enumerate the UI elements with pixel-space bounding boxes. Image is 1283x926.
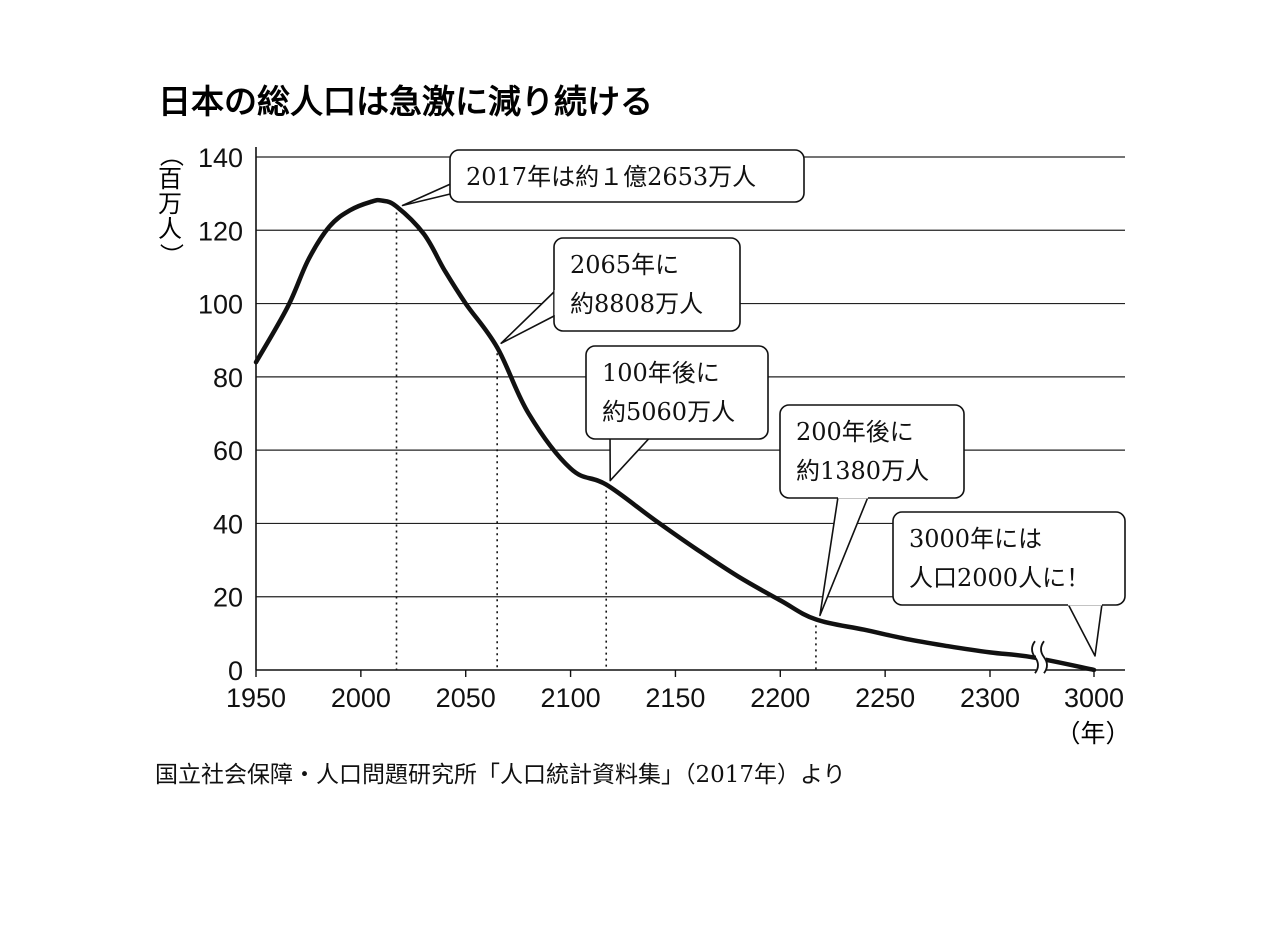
- y-tick-label: 120: [198, 216, 243, 246]
- callout-text: 2017年は約１億2653万人: [466, 163, 756, 191]
- y-axis-label-char: 百: [158, 165, 182, 193]
- break-stroke: [1040, 640, 1048, 674]
- y-axis-label: （百万人）: [157, 143, 185, 267]
- callout-box: [892, 511, 1126, 606]
- x-tick-label: 2200: [750, 683, 810, 713]
- axis-break-mark: [1031, 639, 1048, 676]
- y-axis-label-char: 万: [158, 190, 182, 218]
- y-axis-label-char: 人: [158, 215, 182, 243]
- callout-box: [553, 237, 741, 332]
- chart-title: 日本の総人口は急激に減り続ける: [158, 82, 653, 121]
- y-axis-label-char: ）: [157, 243, 185, 267]
- population-line: [253, 197, 1097, 673]
- y-tick-label: 40: [213, 509, 243, 539]
- y-tick-label: 60: [213, 436, 243, 466]
- y-tick-label: 0: [228, 656, 243, 686]
- break-stroke: [1031, 640, 1039, 674]
- callout-text: 約5060万人: [602, 398, 735, 426]
- x-tick-label: 3000: [1064, 683, 1124, 713]
- callout-text: 100年後に: [602, 359, 720, 387]
- callout-tail: [1067, 603, 1103, 657]
- x-tick-label: 2100: [541, 683, 601, 713]
- callout-text: 約1380万人: [796, 457, 929, 485]
- callout-text: 2065年に: [570, 251, 679, 279]
- x-axis-unit-label: （年）: [1055, 719, 1130, 748]
- x-tick-label: 2050: [436, 683, 496, 713]
- x-tick-label: 2300: [960, 683, 1020, 713]
- callout-tail: [500, 289, 557, 345]
- axes: [255, 147, 1125, 677]
- y-axis-label-char: （: [157, 143, 185, 167]
- callout-box: [779, 404, 965, 499]
- callout-text: 人口2000人に！: [909, 564, 1090, 592]
- y-tick-label: 80: [213, 363, 243, 393]
- drop-lines: [395, 206, 817, 670]
- x-tick-label: 1950: [226, 683, 286, 713]
- y-tick-label: 100: [198, 290, 243, 320]
- callout-tail: [819, 496, 869, 617]
- callout-box: [449, 149, 805, 203]
- callout-box: [585, 345, 769, 440]
- source-note: 国立社会保障・人口問題研究所「人口統計資料集」（2017年）より: [155, 762, 846, 788]
- x-tick-labels: 1950 2000 2050 2100 2150 2200 2250 2300 3000: [226, 683, 1124, 713]
- callout-text: 200年後に: [796, 418, 914, 446]
- break-gap: [1036, 639, 1046, 676]
- y-tick-label: 140: [198, 143, 243, 173]
- callout: 2017年は約１億2653万人: [401, 149, 805, 207]
- x-tick-label: 2150: [645, 683, 705, 713]
- y-tick-labels: 0 20 40 60 80 100 120 140: [198, 143, 243, 686]
- callout-text: 3000年には: [909, 525, 1042, 553]
- x-tick-label: 2250: [855, 683, 915, 713]
- y-tick-label: 20: [213, 583, 243, 613]
- callout-tail: [609, 431, 656, 482]
- callout-text: 約8808万人: [570, 290, 703, 318]
- callouts: 2017年は約１億2653万人2065年に約8808万人100年後に約5060万…: [401, 149, 1126, 657]
- x-tick-label: 2000: [331, 683, 391, 713]
